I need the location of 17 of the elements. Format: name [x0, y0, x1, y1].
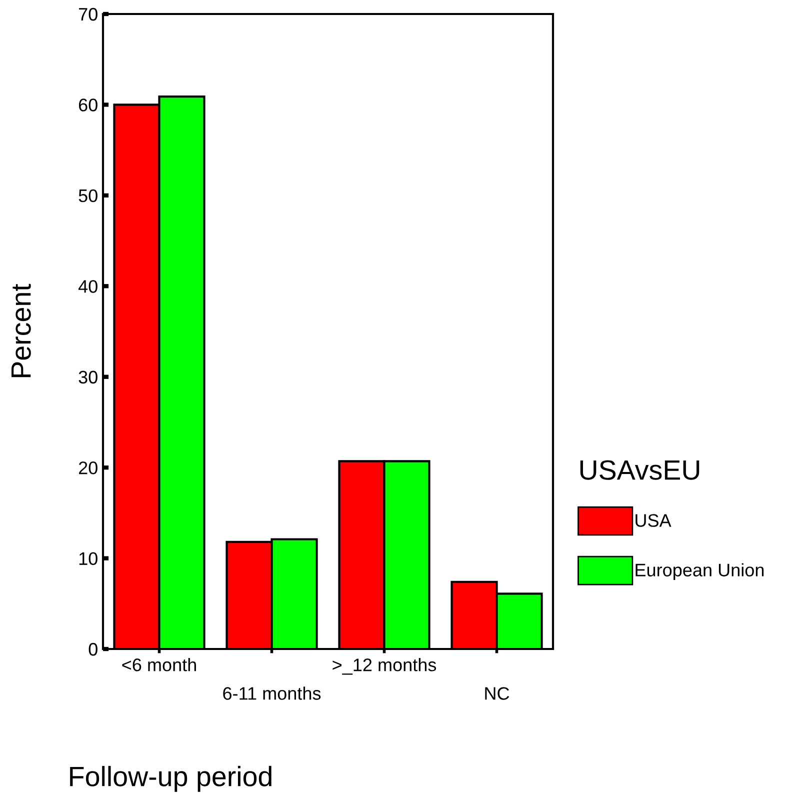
legend-label: European Union: [636, 563, 764, 580]
x-tick-label: <6 month: [122, 658, 196, 672]
legend-title: USAvsEU: [580, 460, 700, 480]
y-tick-label: 0: [88, 642, 98, 656]
x-axis-title: Follow-up period: [70, 766, 272, 792]
y-tick-label: 50: [78, 189, 98, 202]
x-tick-label: 6-11 months: [223, 686, 321, 700]
y-tick-label: 20: [78, 462, 98, 474]
legend-label: USA: [636, 514, 672, 527]
y-tick-label: 40: [78, 280, 98, 293]
y-tick-label: 60: [78, 98, 98, 112]
x-tick-label: >_12 months: [332, 658, 436, 675]
y-axis-title: Percent: [12, 284, 31, 378]
x-tick-label: NC: [485, 687, 510, 700]
y-tick-label: 30: [78, 370, 98, 384]
y-tick-label: 10: [79, 552, 98, 566]
y-tick-label: 70: [78, 8, 98, 21]
